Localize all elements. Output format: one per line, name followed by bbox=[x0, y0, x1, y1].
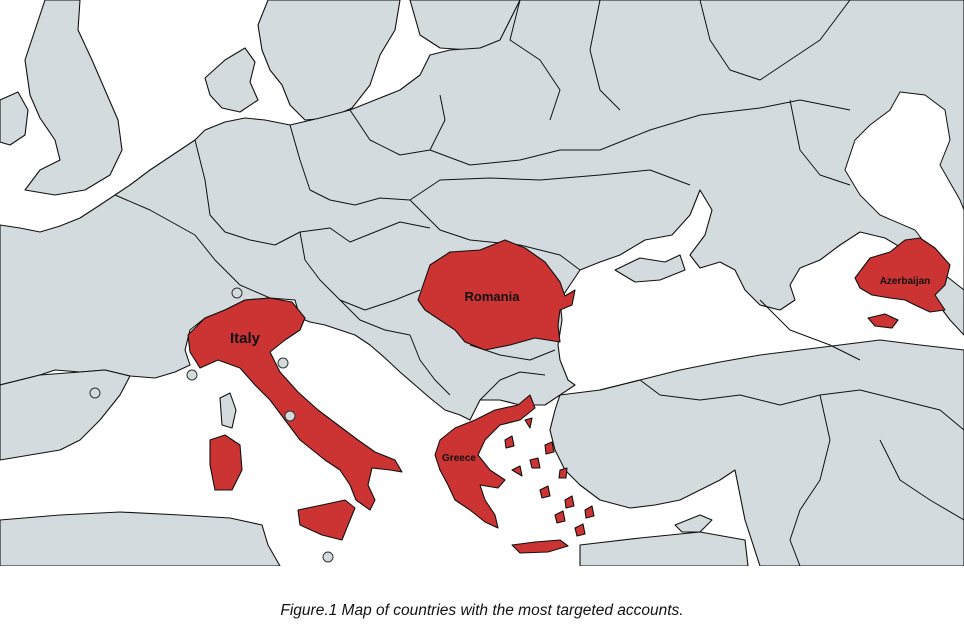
land-crimea bbox=[614, 254, 686, 283]
country-greece-crete bbox=[511, 539, 569, 554]
country-italy-sardinia bbox=[209, 434, 243, 491]
dot-marker bbox=[89, 387, 101, 399]
land-turkey bbox=[549, 339, 964, 566]
land-north-africa bbox=[0, 511, 281, 566]
land-cyprus bbox=[674, 514, 713, 533]
country-greece-islands bbox=[504, 417, 595, 537]
land-corsica bbox=[219, 392, 237, 429]
country-azerbaijan-nakhchivan bbox=[867, 313, 899, 329]
figure-caption: Figure.1 Map of countries with the most … bbox=[280, 602, 684, 619]
dot-marker bbox=[322, 551, 334, 563]
land-continent bbox=[0, 0, 964, 421]
dot-marker bbox=[186, 369, 198, 381]
land-great-britain bbox=[24, 0, 123, 196]
label-azerbaijan: Azerbaijan bbox=[880, 276, 931, 287]
dot-marker bbox=[231, 287, 243, 299]
country-romania bbox=[417, 239, 576, 351]
land-ireland bbox=[0, 91, 29, 146]
country-italy bbox=[187, 297, 403, 511]
dot-marker bbox=[277, 357, 289, 369]
dot-marker bbox=[284, 410, 296, 422]
label-romania: Romania bbox=[465, 289, 521, 304]
country-azerbaijan bbox=[854, 237, 951, 313]
land-libya bbox=[579, 531, 749, 566]
europe-map: Italy Romania Greece Azerbaijan bbox=[0, 0, 964, 566]
land-denmark bbox=[204, 47, 259, 113]
country-italy-sicily bbox=[297, 499, 356, 541]
country-greece bbox=[434, 394, 536, 529]
label-italy: Italy bbox=[230, 330, 261, 347]
label-greece: Greece bbox=[442, 453, 476, 464]
border-lines bbox=[114, 0, 964, 566]
